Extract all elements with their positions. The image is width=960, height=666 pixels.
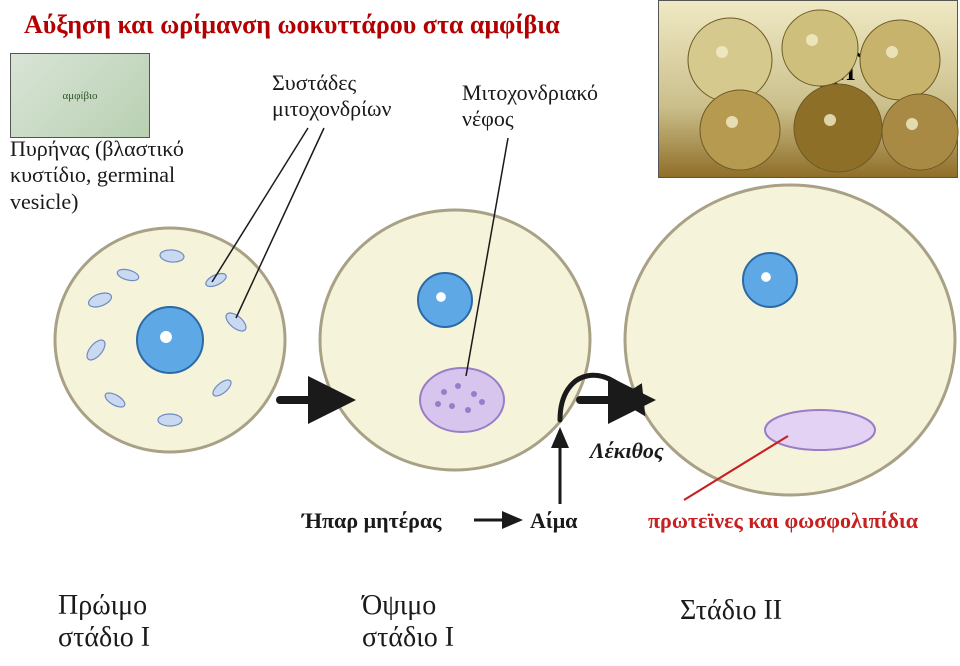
frog-photo: αμφίβιο [10,53,150,138]
mito-cloud-label: Μιτοχονδριακό νέφος [462,80,662,133]
yolk-label: Λέκιθος [590,438,710,464]
mm-text: MM [810,60,855,86]
frog-caption: αμφίβιο [62,90,97,102]
mm-label: MM [810,30,855,88]
mito-clusters-label: Συστάδες μιτοχονδρίων [272,70,452,123]
stage-early-label: Πρώιμο στάδιο Ι [58,590,150,654]
nucleus-label: Πυρήνας (βλαστικό κυστίδιο, germinal ves… [10,136,250,215]
liver-label: Ήπαρ μητέρας [302,508,482,534]
blood-label: Αίμα [530,508,610,534]
diagram-stage: Αύξηση και ωρίμανση ωοκυττάρου στα αμφίβ… [0,0,960,666]
stage-ii-label: Στάδιο ΙΙ [680,595,782,627]
oocytes-photo [658,0,958,178]
page-title: Αύξηση και ωρίμανση ωοκυττάρου στα αμφίβ… [24,10,560,40]
title-text: Αύξηση και ωρίμανση ωοκυττάρου στα αμφίβ… [24,10,560,39]
proteins-label: πρωτεϊνες και φωσφολιπίδια [648,508,960,534]
stage-late-label: Όψιμο στάδιο Ι [362,590,454,654]
